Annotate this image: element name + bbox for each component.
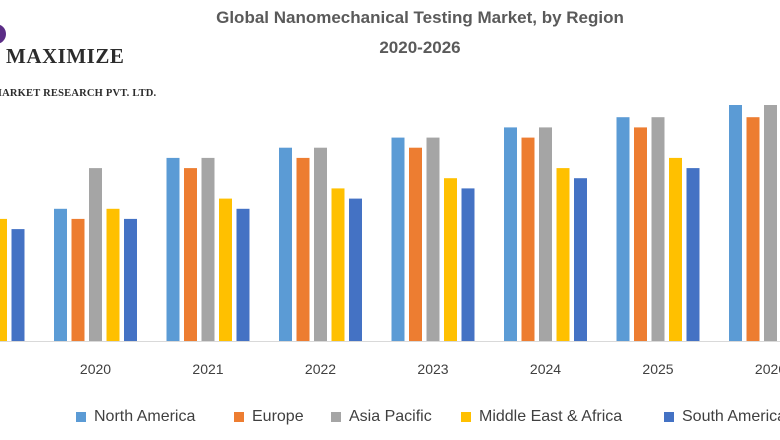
bar-asia-pacific-2022 [314,147,327,341]
bar-south-america-2023 [461,188,475,341]
x-tick-label-2024: 2024 [530,361,561,377]
bar-south-america-2020 [124,218,137,341]
legend-label: Middle East & Africa [479,408,623,425]
bar-north-america-2025 [616,117,630,341]
legend-item-europe: Europe [234,408,304,426]
bar-europe-2024 [521,137,535,341]
legend-item-north-america: North America [76,408,195,426]
bar-asia-pacific-2024 [539,127,552,342]
bar-north-america-2022 [279,147,292,341]
bar-europe-2022 [296,157,310,341]
bar-middle-east-africa-2020 [106,208,120,341]
company-logo: MAXIMIZE MARKET RESEARCH PVT. LTD. [0,22,162,99]
legend-label: Europe [252,408,304,425]
bar-south-america-2022 [349,198,362,341]
x-tick-label-2022: 2022 [305,361,336,377]
bar-middle-east-africa-2023 [444,178,457,341]
logo-subtitle: MARKET RESEARCH PVT. LTD. [0,88,157,99]
legend-swatch [234,412,244,422]
bar-north-america-2024 [504,127,517,342]
bar-south-america-2024 [574,178,587,341]
legend-swatch [664,412,674,422]
bar-north-america-2023 [391,137,405,341]
bar-europe-2020 [71,218,85,341]
bar-north-america-2020 [54,208,67,341]
legend-label: North America [94,408,196,425]
bar-middle-east-africa-2019 [0,218,7,341]
x-tick-label-2026: 2026 [755,361,780,377]
bar-europe-2021 [184,168,197,341]
logo-name: MAXIMIZE [6,44,125,68]
legend-swatch [331,412,341,422]
legend-item-asia-pacific: Asia Pacific [331,408,432,426]
bar-asia-pacific-2020 [89,168,102,341]
bar-middle-east-africa-2025 [669,157,682,341]
chart-subtitle: 2020-2026 [379,38,461,57]
legend-label: Asia Pacific [349,408,432,425]
bar-north-america-2026 [729,105,742,341]
bar-middle-east-africa-2021 [219,198,232,341]
bar-europe-2023 [409,147,422,341]
bar-asia-pacific-2026 [764,105,777,341]
bar-middle-east-africa-2024 [556,168,570,341]
legend-label: South America [682,408,780,425]
bar-asia-pacific-2021 [201,157,215,341]
bar-middle-east-africa-2022 [331,188,345,341]
bar-asia-pacific-2023 [426,137,440,341]
bar-europe-2026 [746,117,760,341]
x-tick-label-2023: 2023 [417,361,448,377]
chart-title: Global Nanomechanical Testing Market, by… [216,8,624,27]
logo-mark-icon [0,24,6,44]
legend-item-middle-east-africa: Middle East & Africa [461,408,622,426]
bar-south-america-2025 [686,168,700,341]
legend-swatch [76,412,86,422]
bar-north-america-2021 [166,157,180,341]
x-tick-label-2021: 2021 [192,361,223,377]
legend-item-south-america: South America [664,408,780,426]
bar-south-america-2019 [11,229,25,341]
bar-asia-pacific-2025 [651,117,665,341]
legend-swatch [461,412,471,422]
bar-south-america-2021 [236,208,250,341]
x-tick-label-2025: 2025 [642,361,673,377]
x-tick-label-2020: 2020 [80,361,111,377]
chart-legend: North America Europe Asia Pacific Middle Ea… [0,408,780,428]
bar-europe-2025 [634,127,647,342]
